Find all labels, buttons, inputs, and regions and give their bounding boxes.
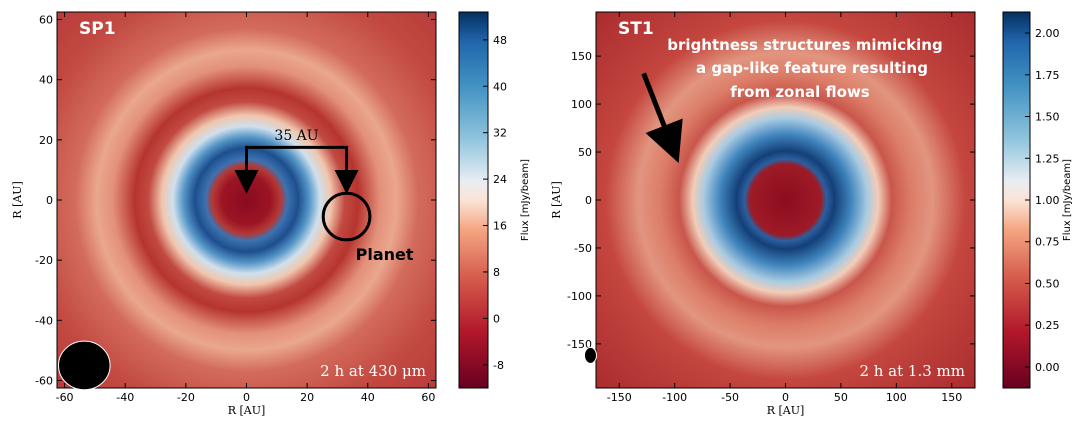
y-axis-label: R [AU]	[550, 181, 563, 219]
y-tick-label: 0	[585, 194, 592, 207]
x-tick-label: -150	[607, 391, 632, 404]
colorbar-tick-label: 0.25	[1035, 319, 1060, 332]
y-tick-label: -100	[567, 290, 592, 303]
y-tick-label: 100	[571, 98, 592, 111]
x-tick-label: 50	[834, 391, 848, 404]
colorbar-tick-label: 40	[493, 80, 507, 93]
y-tick-label: 50	[578, 146, 592, 159]
annotation-text: from zonal flows	[730, 83, 870, 101]
colorbar-tick-label: 0	[493, 312, 500, 325]
annotation-text: a gap-like feature resulting	[696, 59, 928, 77]
annotation-text: brightness structures mimicking	[667, 36, 942, 54]
y-tick-label: -60	[35, 374, 53, 387]
colorbar-tick-label: 8	[493, 266, 500, 279]
y-tick-label: -50	[574, 242, 592, 255]
panel-title: SP1	[79, 19, 116, 39]
y-tick-label: 40	[39, 74, 53, 87]
y-axis-label: R [AU]	[11, 181, 24, 219]
panel-title: ST1	[618, 19, 654, 39]
observation-note: 2 h at 1.3 mm	[859, 362, 965, 380]
x-axis-label: R [AU]	[228, 404, 266, 417]
y-tick-label: 20	[39, 134, 53, 147]
planet-label: Planet	[356, 245, 414, 264]
colorbar-tick-label: 1.75	[1035, 69, 1060, 82]
colorbar	[459, 12, 488, 388]
scale-label: 35 AU	[274, 128, 318, 144]
y-tick-label: -20	[35, 254, 53, 267]
x-tick-label: 0	[243, 391, 250, 404]
observation-note: 2 h at 430 μm	[320, 362, 426, 380]
x-tick-label: -40	[116, 391, 134, 404]
colorbar-tick-label: -8	[493, 359, 504, 372]
colorbar-tick-label: 0.00	[1035, 361, 1060, 374]
y-tick-label: 150	[571, 50, 592, 63]
colorbar-tick-label: 48	[493, 34, 507, 47]
x-axis-label: R [AU]	[767, 404, 805, 417]
x-tick-label: 20	[300, 391, 314, 404]
colorbar-tick-label: 0.75	[1035, 236, 1060, 249]
y-tick-label: -40	[35, 314, 53, 327]
colorbar-tick-label: 16	[493, 220, 507, 233]
colorbar-label: Flux [mJy/beam]	[520, 159, 531, 241]
colorbar-tick-label: 24	[493, 173, 507, 186]
colorbar-tick-label: 0.50	[1035, 277, 1060, 290]
colorbar-tick-label: 32	[493, 127, 507, 140]
colorbar-label: Flux [mJy/beam]	[1062, 159, 1073, 241]
beam	[584, 347, 596, 363]
x-tick-label: -50	[721, 391, 739, 404]
colorbar-tick-label: 2.00	[1035, 27, 1060, 40]
x-tick-label: -20	[177, 391, 195, 404]
x-tick-label: 0	[782, 391, 789, 404]
colorbar-tick-label: 1.50	[1035, 111, 1060, 124]
beam	[59, 341, 111, 390]
x-tick-label: 100	[886, 391, 907, 404]
x-tick-label: 40	[361, 391, 375, 404]
x-tick-label: 150	[941, 391, 962, 404]
image	[57, 12, 436, 388]
colorbar-tick-label: 1.00	[1035, 194, 1060, 207]
y-tick-label: 0	[46, 194, 53, 207]
colorbar-tick-label: 1.25	[1035, 152, 1060, 165]
x-tick-label: -60	[56, 391, 74, 404]
y-tick-label: 60	[39, 14, 53, 27]
x-tick-label: 60	[421, 391, 435, 404]
x-tick-label: -100	[662, 391, 687, 404]
figure: -60 -40 -20 0 20 40 60 -60 -40 -20 0 20 40 60 R [AU] R …	[0, 0, 1074, 420]
